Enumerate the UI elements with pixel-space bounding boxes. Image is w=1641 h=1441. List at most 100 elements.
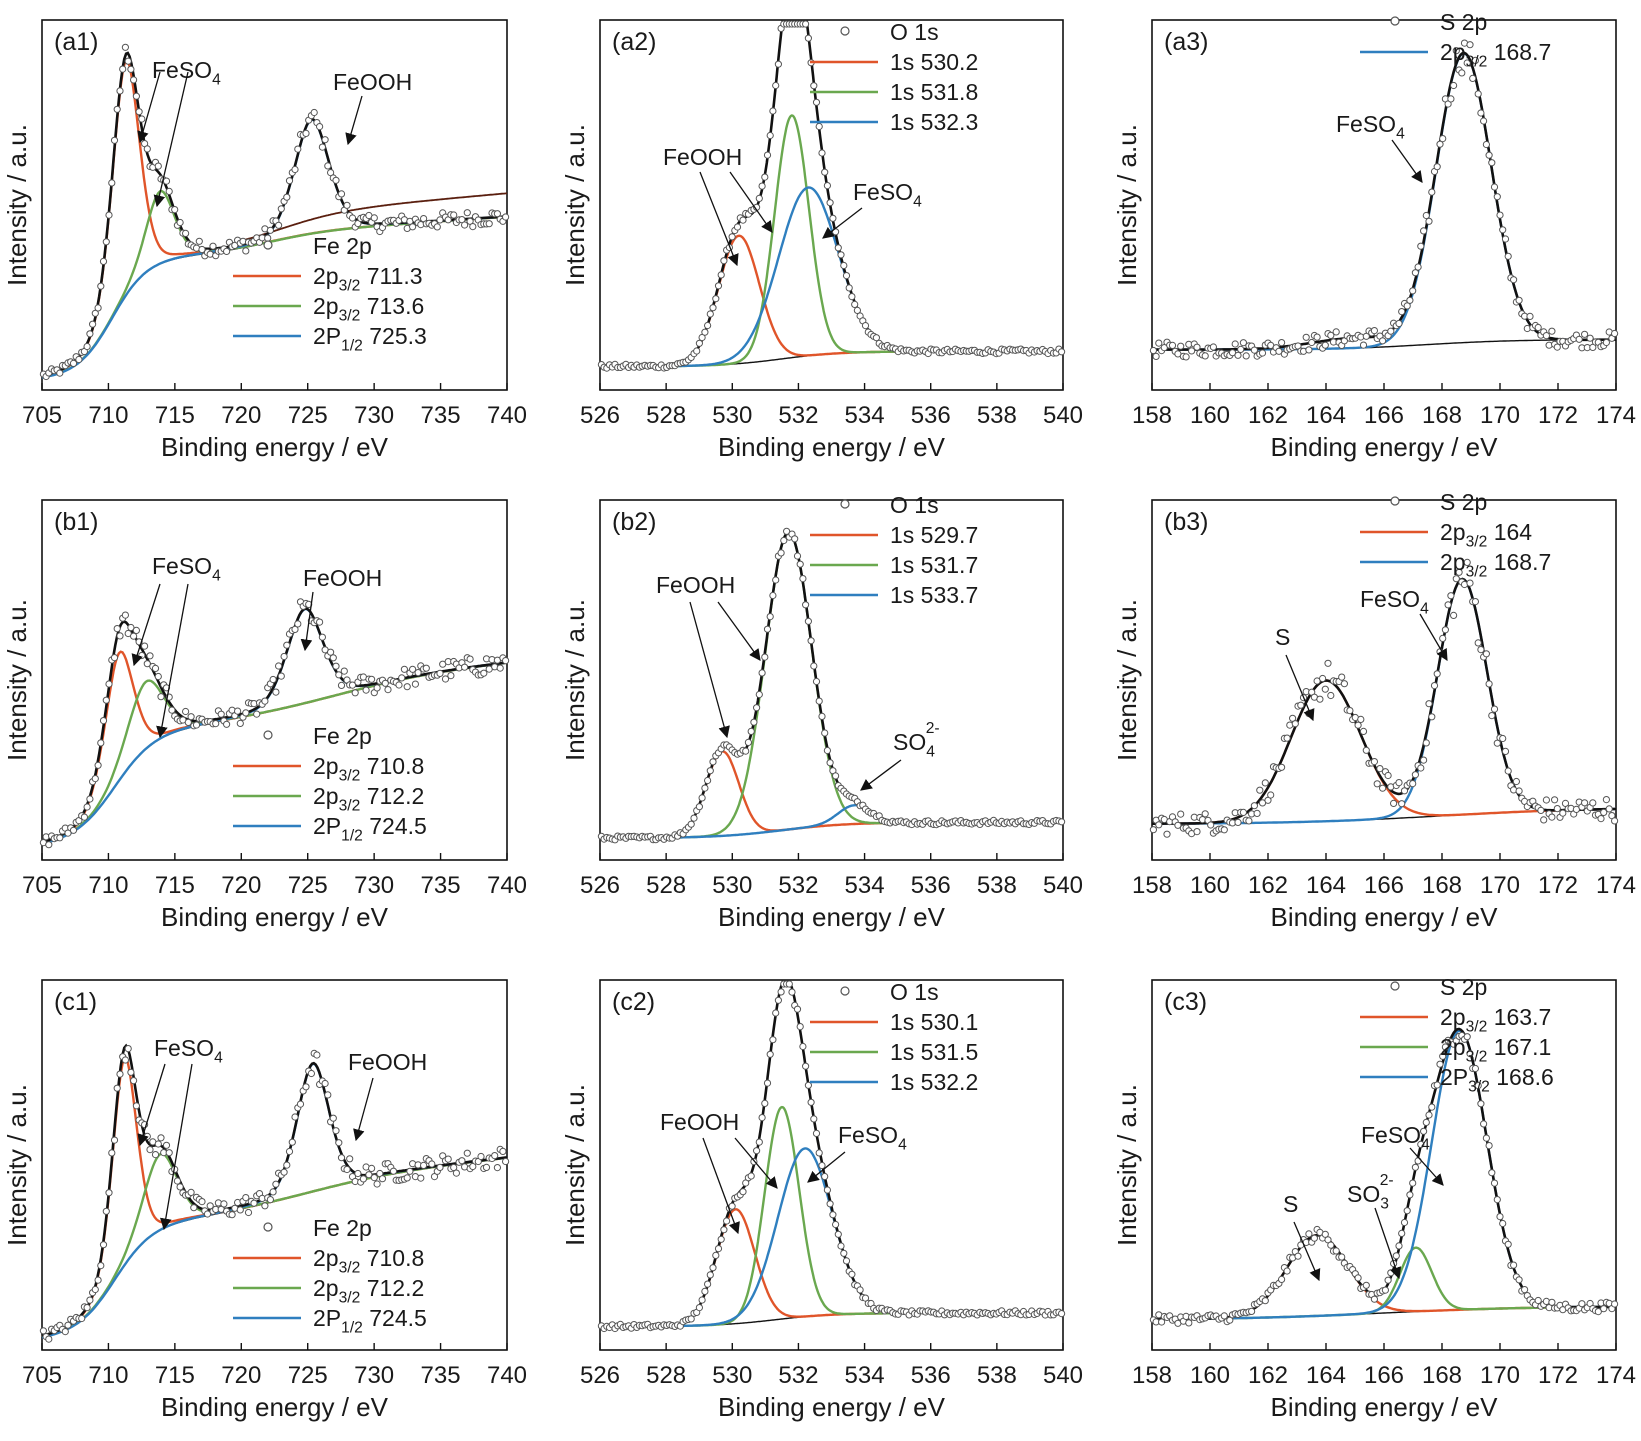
data-point — [294, 620, 302, 628]
data-point — [157, 693, 165, 701]
data-point — [1373, 780, 1381, 788]
plot-frame — [599, 19, 1064, 391]
data-point — [433, 223, 441, 231]
data-point — [373, 1180, 381, 1188]
data-point — [1578, 1300, 1586, 1308]
data-point — [1496, 1213, 1504, 1221]
x-ticks: 158 160 162 164 166 168 170 172 174 — [1132, 1343, 1636, 1389]
data-point — [56, 834, 64, 842]
annotation-arrow — [729, 171, 773, 233]
x-tick-label: 162 — [1248, 872, 1288, 899]
data-point — [766, 1050, 774, 1058]
data-point — [1428, 713, 1436, 721]
x-tick-label: 715 — [155, 872, 195, 899]
legend-label: Fe 2p — [313, 723, 372, 749]
data-point — [818, 712, 826, 721]
data-point — [1488, 1169, 1496, 1177]
data-point — [291, 165, 299, 174]
data-point — [1515, 1276, 1523, 1284]
annotation-arrow — [702, 1137, 740, 1235]
x-tick-label: 536 — [911, 872, 951, 899]
data-point — [313, 1051, 321, 1059]
legend-label: 1s 529.7 — [890, 522, 978, 548]
data-point — [1420, 227, 1428, 235]
data-point — [829, 1211, 837, 1219]
data-point — [840, 261, 848, 270]
data-point — [1548, 327, 1556, 335]
data-point — [436, 669, 444, 678]
data-point — [1305, 346, 1313, 354]
data-point — [176, 1183, 184, 1191]
data-point — [1474, 1082, 1482, 1090]
x-tick-label: 710 — [88, 402, 128, 429]
x-tick-label: 174 — [1596, 402, 1636, 429]
data-point — [1466, 1050, 1474, 1058]
data-point — [744, 738, 753, 747]
data-point — [1370, 327, 1379, 335]
data-point — [1493, 1196, 1501, 1204]
data-point — [861, 322, 870, 330]
legend-item-1s-529-7: 1s 529.7 — [810, 522, 978, 548]
data-point — [687, 820, 695, 828]
data-point — [496, 664, 504, 672]
fit-peak-orange — [41, 1056, 508, 1338]
legend-label: 2P1/2 724.5 — [313, 813, 427, 844]
data-point — [848, 293, 856, 301]
data-point — [1433, 163, 1441, 171]
plot-frame — [41, 499, 508, 861]
data-point — [1501, 235, 1510, 243]
legend-item-2p3-2-712-2: 2p3/2 712.2 — [233, 783, 424, 814]
x-tick-label: 715 — [155, 1362, 195, 1389]
data-point — [1220, 826, 1228, 834]
legend-item-1s-530-2: 1s 530.2 — [810, 49, 978, 75]
fit-peak-blue — [1152, 52, 1616, 351]
data-point — [723, 1217, 731, 1225]
data-point — [1398, 800, 1406, 808]
legend-label: 2p3/2 167.1 — [1440, 1034, 1551, 1065]
data-point — [712, 1251, 720, 1260]
data-point — [316, 618, 324, 626]
data-point — [351, 689, 359, 697]
annotation-arrow — [353, 1077, 374, 1142]
data-point — [1185, 1319, 1193, 1327]
data-point — [116, 1070, 124, 1078]
data-point — [1548, 1298, 1556, 1306]
data-point — [269, 1188, 277, 1196]
data-point — [1234, 351, 1242, 359]
x-tick-label: 170 — [1480, 1362, 1520, 1389]
data-point — [110, 1136, 119, 1144]
data-point — [1411, 1163, 1420, 1171]
data-point — [1485, 1142, 1493, 1150]
x-tick-label: 730 — [354, 872, 394, 899]
data-point — [1362, 746, 1370, 754]
data-point — [799, 1042, 807, 1051]
data-point — [384, 686, 392, 694]
data-point — [307, 1069, 315, 1078]
data-point — [1193, 343, 1201, 351]
data-point — [1436, 140, 1444, 148]
data-points — [1149, 1031, 1619, 1327]
legend-marker — [1390, 981, 1400, 991]
data-point — [832, 772, 840, 780]
data-point — [1278, 339, 1286, 347]
data-point — [747, 1172, 755, 1180]
data-point — [1455, 568, 1463, 576]
data-point — [86, 1296, 94, 1304]
data-point — [755, 194, 763, 202]
x-axis-label: Binding energy / eV — [161, 902, 389, 932]
data-point — [1359, 727, 1368, 736]
data-point — [285, 1147, 294, 1156]
data-point — [414, 669, 422, 677]
annotation-arrow — [717, 601, 761, 661]
panel-c3: 158 160 162 164 166 168 170 172 174 Binding energ… — [1112, 974, 1636, 1422]
data-point — [818, 149, 826, 157]
data-point — [450, 1163, 458, 1172]
data-point — [1575, 335, 1583, 343]
data-point — [1239, 808, 1248, 817]
x-tick-label: 720 — [221, 872, 261, 899]
data-point — [834, 1230, 842, 1238]
x-tick-label: 540 — [1043, 1362, 1083, 1389]
data-point — [64, 1321, 72, 1329]
data-point — [228, 1211, 236, 1219]
data-point — [821, 729, 829, 737]
